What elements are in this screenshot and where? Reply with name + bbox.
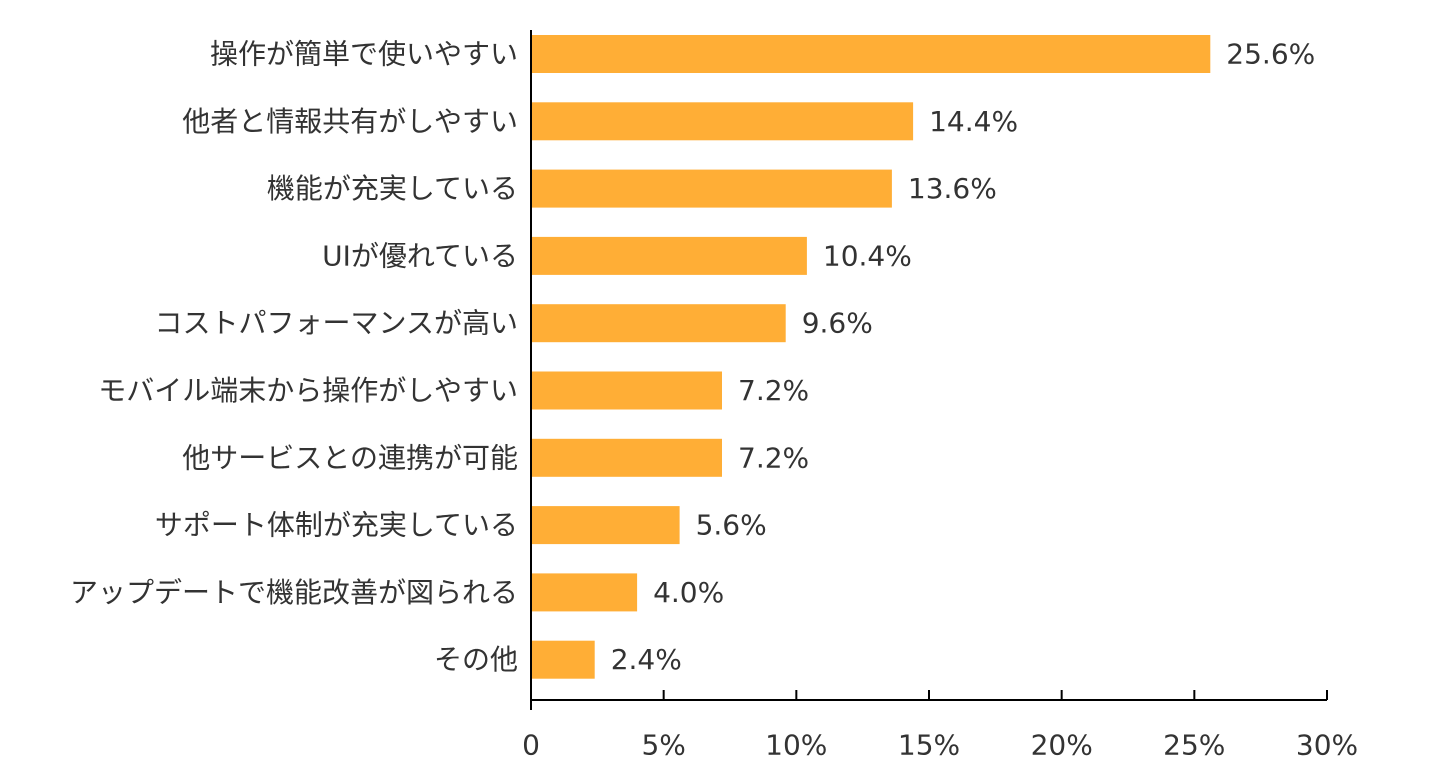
bar [531,640,595,679]
value-label: 4.0% [653,576,724,609]
x-tick-label: 25% [1163,729,1225,762]
category-label: 他者と情報共有がしやすい [182,105,518,138]
category-label: アップデートで機能改善が図られる [70,576,518,609]
value-label: 7.2% [738,441,809,474]
bar [531,438,722,477]
bars-group [531,35,1211,679]
value-label: 9.6% [802,307,873,340]
bar [531,573,638,612]
value-label: 14.4% [929,105,1018,138]
category-label: モバイル端末から操作がしやすい [98,374,518,407]
category-label: UIが優れている [322,239,518,272]
bar [531,371,722,410]
x-tick-label: 15% [898,729,960,762]
category-label: コストパフォーマンスが高い [155,307,518,340]
category-label: 他サービスとの連携が可能 [182,441,518,474]
bar [531,169,892,208]
x-tick-label: 20% [1031,729,1093,762]
value-label: 10.4% [823,239,912,272]
bar [531,304,786,343]
x-tick-label: 10% [765,729,827,762]
value-label: 13.6% [908,172,997,205]
value-label: 25.6% [1226,38,1315,71]
x-tick-label: 5% [641,729,685,762]
axes-group: 0 5% 10% 15% 20% 25% 30% [522,30,1358,762]
bar [531,35,1211,73]
bar [531,506,680,545]
x-tick-label: 0 [522,729,540,762]
category-label: サポート体制が充実している [155,509,518,542]
bar [531,102,914,141]
value-label: 5.6% [696,509,767,542]
bar [531,236,807,275]
category-label: 機能が充実している [267,172,518,205]
value-label: 2.4% [611,643,682,676]
category-label: その他 [434,643,518,676]
category-label: 操作が簡単で使いやすい [210,38,518,71]
value-label: 7.2% [738,374,809,407]
value-labels-group: 25.6% 14.4% 13.6% 10.4% 9.6% 7.2% 7.2% 5.6% 4.0%… [611,38,1316,677]
x-tick-label: 30% [1296,729,1358,762]
